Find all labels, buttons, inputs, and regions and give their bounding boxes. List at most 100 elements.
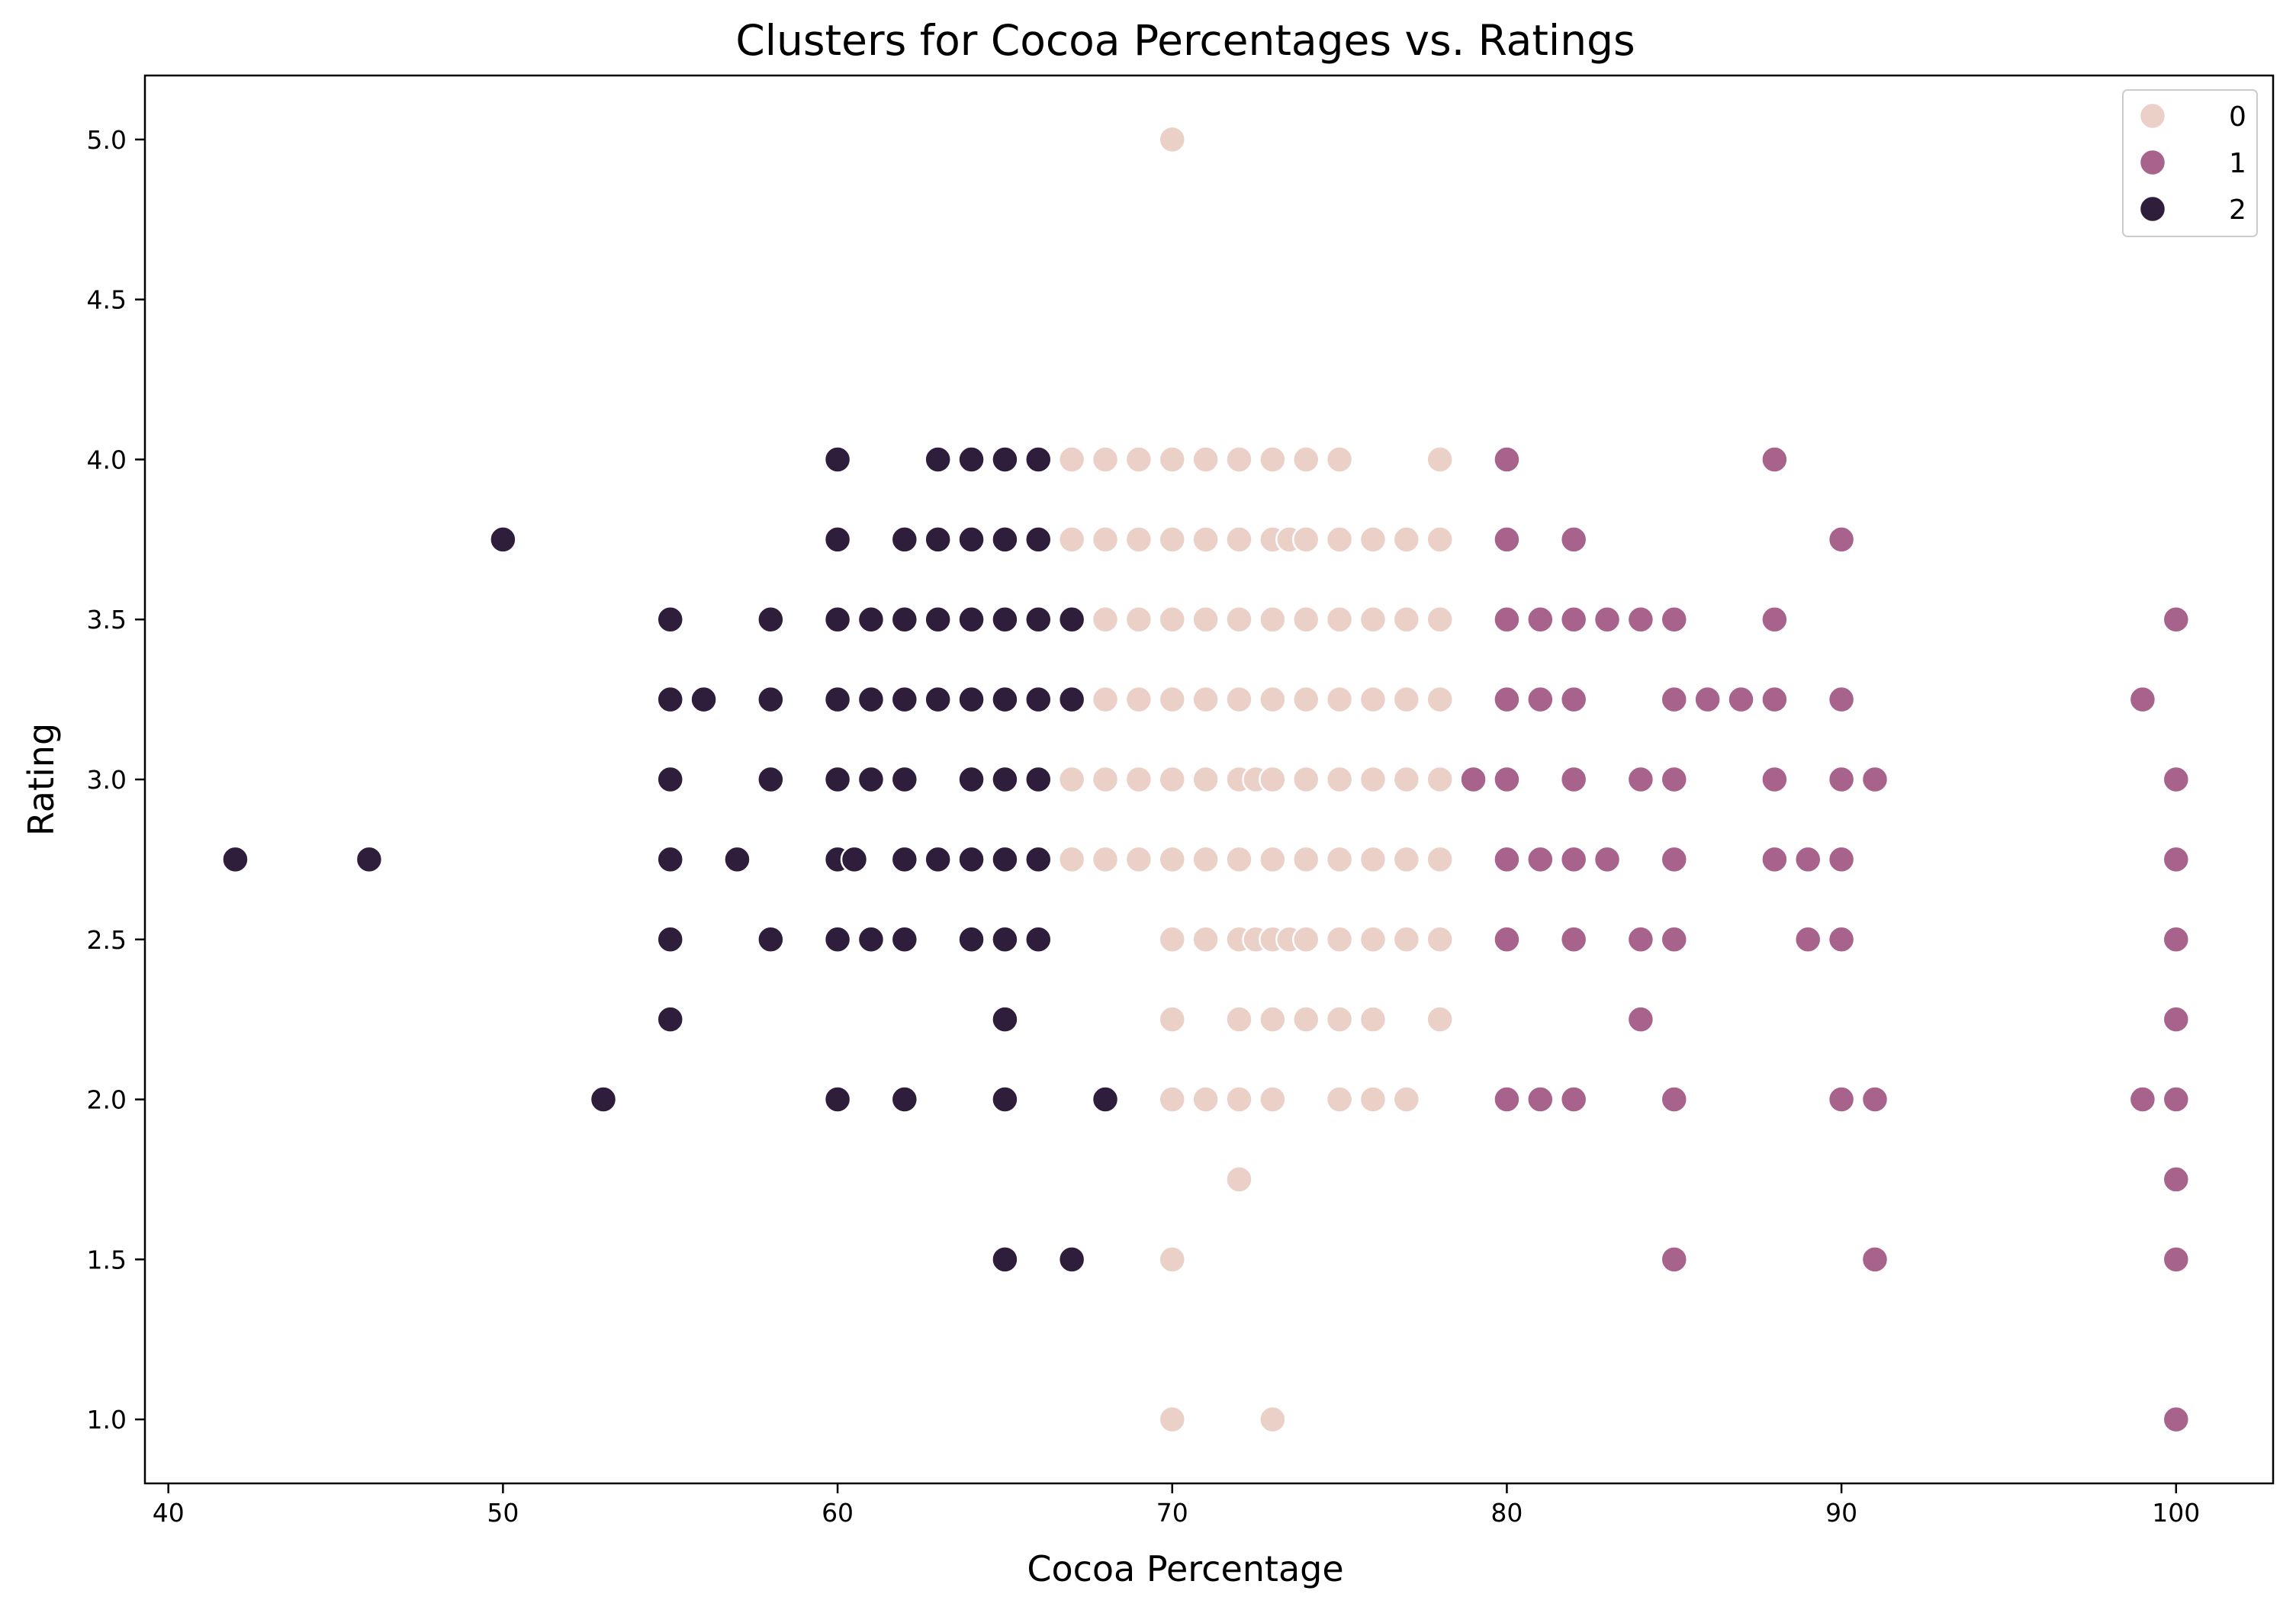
point-s1-13 bbox=[1493, 685, 1521, 714]
point-s1-57 bbox=[2162, 1165, 2191, 1194]
point-s2-9 bbox=[957, 525, 986, 554]
point-s0-14 bbox=[1158, 525, 1186, 554]
point-s2-67 bbox=[991, 1245, 1019, 1274]
point-s2-32 bbox=[1057, 685, 1086, 714]
y-tick-label: 2.5 bbox=[87, 925, 127, 955]
y-tick-label: 4.5 bbox=[87, 285, 127, 315]
x-tick-label: 60 bbox=[822, 1498, 854, 1528]
point-s1-2 bbox=[1493, 525, 1521, 554]
point-s0-6 bbox=[1225, 445, 1253, 474]
point-s2-12 bbox=[656, 605, 684, 634]
point-s2-27 bbox=[890, 685, 919, 714]
point-s1-30 bbox=[2162, 765, 2191, 794]
point-s0-70 bbox=[1426, 845, 1454, 874]
point-s0-61 bbox=[1124, 845, 1153, 874]
point-s2-8 bbox=[924, 525, 952, 554]
point-s0-32 bbox=[1359, 605, 1388, 634]
point-s0-90 bbox=[1191, 1085, 1220, 1114]
point-s0-49 bbox=[1158, 765, 1186, 794]
point-s1-45 bbox=[1827, 925, 1856, 954]
point-s1-18 bbox=[1727, 685, 1755, 714]
point-s2-11 bbox=[1024, 525, 1053, 554]
point-s0-97 bbox=[1158, 1245, 1186, 1274]
point-s0-84 bbox=[1259, 1005, 1287, 1033]
point-s2-35 bbox=[823, 765, 852, 794]
point-s2-58 bbox=[991, 925, 1019, 954]
point-s0-67 bbox=[1325, 845, 1354, 874]
point-s2-66 bbox=[1091, 1085, 1120, 1114]
point-s1-34 bbox=[1593, 845, 1622, 874]
point-s0-43 bbox=[1359, 685, 1388, 714]
point-s2-31 bbox=[1024, 685, 1053, 714]
point-s1-48 bbox=[2162, 1005, 2191, 1033]
x-tick-label: 80 bbox=[1490, 1498, 1523, 1528]
point-s2-61 bbox=[991, 1005, 1019, 1033]
point-s1-28 bbox=[1827, 765, 1856, 794]
point-s0-87 bbox=[1359, 1005, 1388, 1033]
point-s2-5 bbox=[489, 525, 517, 554]
point-s2-47 bbox=[890, 845, 919, 874]
point-s2-23 bbox=[690, 685, 718, 714]
point-s0-65 bbox=[1259, 845, 1287, 874]
point-s1-49 bbox=[1493, 1085, 1521, 1114]
point-s0-20 bbox=[1325, 525, 1354, 554]
point-s0-81 bbox=[1426, 925, 1454, 954]
point-s1-19 bbox=[1761, 685, 1789, 714]
point-s0-19 bbox=[1291, 525, 1320, 554]
point-s2-29 bbox=[957, 685, 986, 714]
point-s0-79 bbox=[1359, 925, 1388, 954]
point-s1-1 bbox=[1761, 445, 1789, 474]
point-s2-33 bbox=[656, 765, 684, 794]
point-s0-82 bbox=[1158, 1005, 1186, 1033]
point-s2-34 bbox=[757, 765, 785, 794]
point-s2-17 bbox=[924, 605, 952, 634]
point-s2-55 bbox=[857, 925, 886, 954]
point-s0-11 bbox=[1057, 525, 1086, 554]
legend-label-1: 1 bbox=[2229, 148, 2246, 179]
y-tick-label: 5.0 bbox=[87, 125, 127, 155]
point-s0-15 bbox=[1191, 525, 1220, 554]
point-s1-7 bbox=[1559, 605, 1588, 634]
point-s2-56 bbox=[890, 925, 919, 954]
point-s0-98 bbox=[1158, 1405, 1186, 1434]
point-s0-12 bbox=[1091, 525, 1120, 554]
series-0 bbox=[1057, 125, 1454, 1434]
point-s2-59 bbox=[1024, 925, 1053, 954]
point-s1-16 bbox=[1660, 685, 1689, 714]
point-s1-24 bbox=[1559, 765, 1588, 794]
point-s1-20 bbox=[1827, 685, 1856, 714]
point-s1-43 bbox=[1660, 925, 1689, 954]
point-s2-41 bbox=[221, 845, 249, 874]
point-s0-30 bbox=[1291, 605, 1320, 634]
series-1 bbox=[1459, 445, 2191, 1434]
point-s1-39 bbox=[2162, 845, 2191, 874]
point-s2-4 bbox=[1024, 445, 1053, 474]
point-s0-3 bbox=[1124, 445, 1153, 474]
point-s1-41 bbox=[1559, 925, 1588, 954]
y-tick-label: 4.0 bbox=[87, 445, 127, 474]
point-s1-23 bbox=[1493, 765, 1521, 794]
point-s1-9 bbox=[1626, 605, 1655, 634]
point-s0-89 bbox=[1158, 1085, 1186, 1114]
point-s0-86 bbox=[1325, 1005, 1354, 1033]
point-s0-23 bbox=[1426, 525, 1454, 554]
point-s2-30 bbox=[991, 685, 1019, 714]
point-s2-1 bbox=[924, 445, 952, 474]
point-s0-94 bbox=[1359, 1085, 1388, 1114]
point-s2-21 bbox=[1057, 605, 1086, 634]
point-s0-78 bbox=[1325, 925, 1354, 954]
point-s2-52 bbox=[656, 925, 684, 954]
point-s1-42 bbox=[1626, 925, 1655, 954]
point-s1-27 bbox=[1761, 765, 1789, 794]
point-s2-50 bbox=[991, 845, 1019, 874]
point-s0-80 bbox=[1392, 925, 1421, 954]
point-s0-50 bbox=[1191, 765, 1220, 794]
point-s1-12 bbox=[2162, 605, 2191, 634]
point-s2-64 bbox=[890, 1085, 919, 1114]
point-s2-25 bbox=[823, 685, 852, 714]
point-s0-41 bbox=[1291, 685, 1320, 714]
point-s1-10 bbox=[1660, 605, 1689, 634]
point-s0-66 bbox=[1291, 845, 1320, 874]
